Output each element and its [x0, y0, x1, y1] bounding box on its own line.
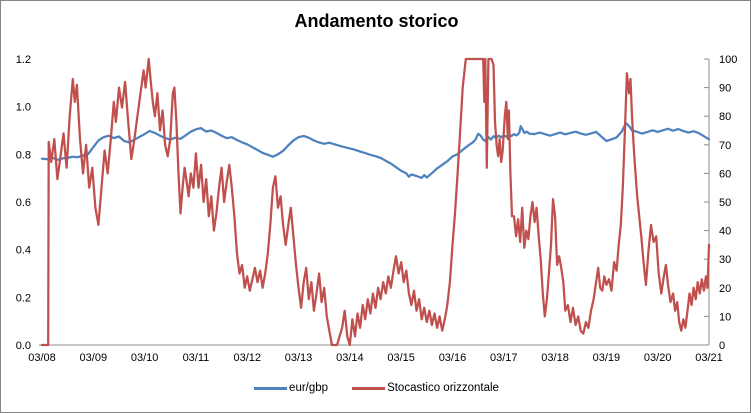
right-axis-tick-label: 90	[719, 83, 731, 95]
right-axis-tick-label: 60	[719, 168, 731, 180]
left-axis-tick-label: 0.2	[16, 292, 31, 304]
right-axis-tick-label: 80	[719, 111, 731, 123]
right-axis-tick-label: 10	[719, 311, 731, 323]
right-axis-tick-label: 50	[719, 197, 731, 209]
right-axis-tick-label: 40	[719, 226, 731, 238]
legend-line-swatch	[352, 386, 386, 390]
x-axis-tick-label: 03/09	[80, 352, 108, 364]
left-axis-tick-label: 0.0	[16, 340, 31, 352]
x-axis-tick-label: 03/19	[593, 352, 621, 364]
left-axis-tick-label: 0.8	[16, 149, 31, 161]
chart-legend: eur/gbp Stocastico orizzontale	[1, 382, 750, 394]
x-axis-tick-label: 03/13	[285, 352, 313, 364]
x-axis-tick-label: 03/10	[131, 352, 159, 364]
left-axis-tick-label: 1.0	[16, 102, 31, 114]
left-axis-tick-label: 1.2	[16, 54, 31, 66]
x-axis-tick-label: 03/08	[28, 352, 56, 364]
legend-label: Stocastico orizzontale	[387, 382, 499, 394]
legend-item-eur-gbp: eur/gbp	[254, 382, 328, 394]
left-axis-tick-label: 0.4	[16, 245, 31, 257]
left-axis-tick-label: 0.6	[16, 197, 31, 209]
x-axis-tick-label: 03/15	[387, 352, 415, 364]
legend-line-swatch	[254, 386, 288, 390]
right-axis-tick-label: 100	[719, 54, 737, 66]
x-axis-tick-label: 03/16	[439, 352, 467, 364]
x-axis-tick-label: 03/11	[183, 352, 210, 364]
x-axis-tick-label: 03/18	[541, 352, 569, 364]
x-axis-tick-label: 03/21	[695, 352, 723, 364]
right-axis-tick-label: 20	[719, 283, 731, 295]
x-axis-tick-label: 03/20	[644, 352, 672, 364]
series-line-eur-gbp	[40, 121, 711, 180]
x-axis-tick-label: 03/12	[233, 352, 261, 364]
right-axis-tick-label: 30	[719, 254, 731, 266]
legend-item-stocastico-orizzontale: Stocastico orizzontale	[352, 382, 499, 394]
series-line-stocastico-orizzontale	[40, 57, 711, 347]
x-axis-tick-label: 03/14	[336, 352, 364, 364]
x-axis-tick-label: 03/17	[490, 352, 518, 364]
right-axis-tick-label: 70	[719, 140, 731, 152]
legend-label: eur/gbp	[289, 382, 329, 394]
chart-title: Andamento storico	[294, 11, 459, 31]
right-axis-tick-label: 0	[719, 340, 725, 352]
